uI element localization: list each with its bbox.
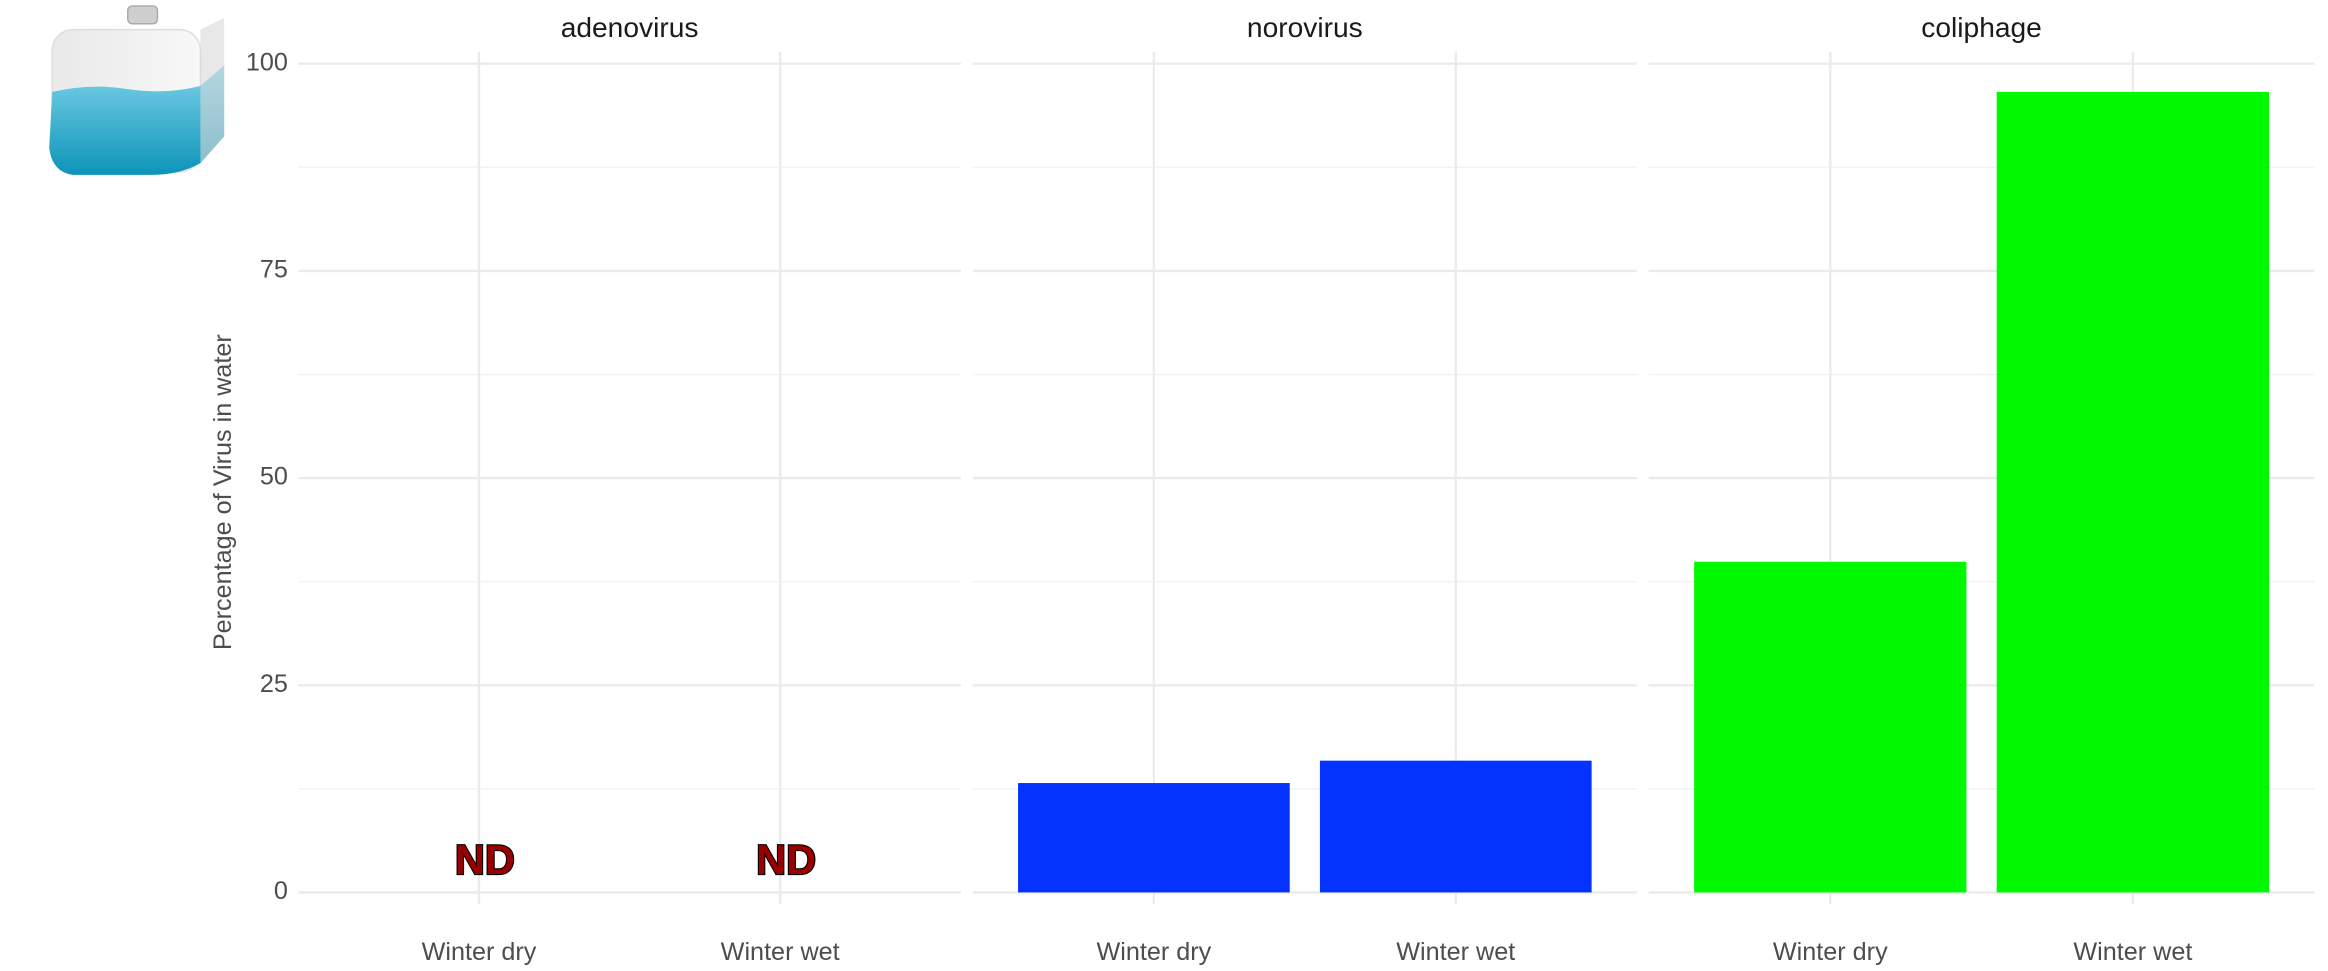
bar — [1319, 760, 1592, 893]
x-tick-label: Winter wet — [2073, 938, 2192, 966]
facet-title: coliphage — [1921, 12, 2042, 43]
facet-title: adenovirus — [561, 12, 699, 43]
y-tick-label: 0 — [274, 877, 288, 905]
y-axis-label: Percentage of Virus in water — [209, 334, 237, 650]
y-tick-label: 75 — [260, 256, 288, 284]
annotation: ND — [455, 836, 515, 883]
bar — [1996, 91, 2269, 893]
facet-title: norovirus — [1247, 12, 1363, 43]
x-tick-label: Winter wet — [1396, 938, 1515, 966]
x-tick-label: Winter wet — [721, 938, 840, 966]
y-tick-label: 100 — [246, 48, 288, 76]
annotation: ND — [756, 836, 816, 883]
y-tick-label: 50 — [260, 463, 288, 491]
x-tick-label: Winter dry — [422, 938, 537, 966]
x-tick-label: Winter dry — [1097, 938, 1212, 966]
water-tank-icon — [49, 5, 225, 175]
x-tick-label: Winter dry — [1773, 938, 1888, 966]
bar — [1694, 561, 1967, 893]
bar — [1018, 783, 1290, 893]
y-tick-label: 25 — [260, 670, 288, 698]
